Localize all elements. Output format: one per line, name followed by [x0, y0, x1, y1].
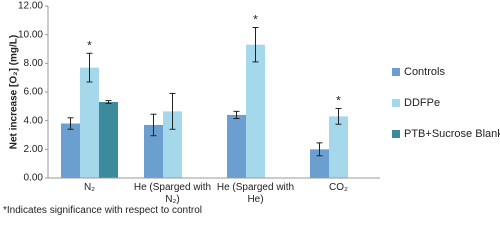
x-tick-label: N₂: [83, 182, 96, 193]
bar: [144, 124, 163, 178]
x-tick-label: He (Sparged with N₂): [133, 182, 212, 205]
legend-swatch: [392, 68, 400, 76]
bar: [99, 102, 118, 178]
y-tick-label: 10.00: [18, 29, 43, 40]
significance-marker: *: [87, 38, 92, 52]
page: Net increase [O₂] (mg/L) 0.00 2.00 4.00 6.0…: [3, 1, 500, 216]
chart: Net increase [O₂] (mg/L) 0.00 2.00 4.00 6.0…: [9, 1, 500, 184]
bar: [246, 44, 265, 179]
bar: [80, 67, 99, 178]
y-tick-label: 2.00: [24, 144, 44, 155]
x-tick-label: He (Sparged with He): [216, 182, 295, 205]
bar: [61, 123, 80, 178]
x-tick-label: CO₂: [329, 182, 348, 193]
bar: [227, 114, 246, 178]
y-tick-label: 0.00: [24, 173, 44, 184]
y-tick-label: 8.00: [24, 58, 44, 69]
legend-label: DDFPe: [404, 97, 440, 109]
significance-marker: *: [253, 13, 258, 27]
y-tick-label: 6.00: [24, 87, 44, 98]
bar: [163, 111, 182, 178]
significance-marker: *: [336, 94, 341, 108]
legend-swatch: [392, 99, 400, 107]
bar: [329, 116, 348, 178]
y-axis-label: Net increase [O₂] (mg/L): [9, 35, 20, 149]
y-tick-label: 12.00: [18, 1, 43, 12]
legend-swatch: [392, 130, 400, 138]
bar: [310, 149, 329, 178]
legend-label: Controls: [404, 66, 445, 78]
footnote: *Indicates significance with respect to …: [3, 205, 202, 216]
legend-label: PTB+Sucrose Blank: [404, 128, 500, 140]
y-tick-label: 4.00: [24, 115, 44, 126]
